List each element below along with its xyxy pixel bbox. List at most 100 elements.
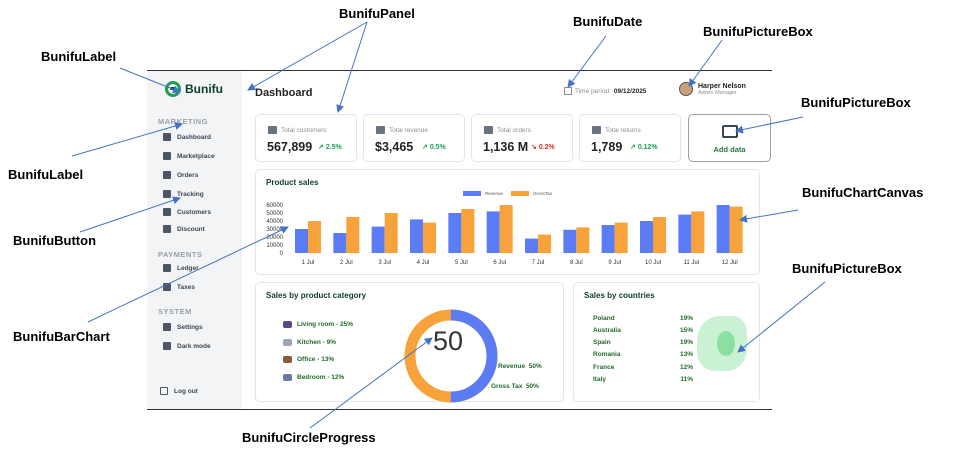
- x-tick-label: 12 Jul: [722, 260, 738, 266]
- user-name: Harper Nelson: [698, 82, 746, 90]
- date-picker[interactable]: Time period: 09/12/2025: [564, 87, 646, 95]
- discount-icon: [163, 225, 171, 233]
- legend-revenue: Revenue 50%: [498, 363, 542, 370]
- x-tick-label: 7 Jul: [532, 260, 545, 266]
- card-label: Total returns: [605, 126, 641, 134]
- nav-settings[interactable]: Settings: [163, 323, 203, 331]
- bar-grosstax: [308, 221, 321, 253]
- bar-revenue: [525, 238, 538, 253]
- card-total-customers: Total customers 567,899 ↗ 2.5%: [255, 114, 357, 162]
- y-tick-label: 50000: [266, 211, 283, 217]
- sales-category-panel: Sales by product category Living room - …: [255, 282, 564, 403]
- x-tick-label: 6 Jul: [493, 260, 506, 266]
- product-sales-title: Product sales: [266, 178, 319, 187]
- bar-revenue: [563, 229, 577, 253]
- revenue-icon: [376, 126, 385, 134]
- sales-countries-title: Sales by countries: [584, 291, 655, 300]
- returns-icon: [592, 126, 601, 134]
- bar-grosstax: [691, 211, 705, 253]
- gear-icon: [163, 323, 171, 331]
- card-total-orders: Total orders 1,136 M ↘ 0.2%: [471, 114, 573, 162]
- annotation-label: BunifuButton: [13, 233, 97, 248]
- sales-category-title: Sales by product category: [266, 291, 367, 300]
- user-profile[interactable]: Harper Nelson Admin Manager: [679, 82, 746, 96]
- sidebar: Bunifu MARKETING Dashboard Marketplace O…: [147, 71, 242, 409]
- bar-revenue: [640, 221, 653, 253]
- x-tick-label: 2 Jul: [340, 260, 353, 266]
- app-window: Bunifu MARKETING Dashboard Marketplace O…: [147, 70, 772, 410]
- user-role: Admin Manager: [698, 89, 737, 96]
- annotation-label: BunifuChartCanvas: [802, 185, 924, 200]
- bar-grosstax: [461, 209, 475, 253]
- x-tick-label: 8 Jul: [570, 260, 583, 266]
- nav-tracking[interactable]: Tracking: [163, 190, 204, 198]
- card-total-revenue: Total revenue $3,465 ↗ 0.5%: [363, 114, 465, 162]
- card-change: ↗ 2.5%: [318, 144, 342, 151]
- x-tick-label: 4 Jul: [417, 260, 430, 266]
- dashboard-icon: [163, 133, 171, 141]
- bar-grosstax: [729, 206, 743, 253]
- circle-progress-fill: [404, 309, 498, 403]
- bar-revenue: [678, 214, 692, 253]
- card-label: Total orders: [497, 126, 531, 134]
- bar-grosstax: [576, 227, 590, 253]
- avatar: [679, 82, 693, 96]
- add-data-button[interactable]: Add data: [688, 114, 771, 162]
- annotation-label: BunifuLabel: [41, 49, 117, 64]
- nav-ledger[interactable]: Ledger: [163, 264, 199, 272]
- kitchen-icon: [283, 339, 292, 346]
- taxes-icon: [163, 283, 171, 291]
- nav-taxes[interactable]: Taxes: [163, 283, 195, 291]
- section-system: SYSTEM: [158, 307, 192, 316]
- nav-dashboard[interactable]: Dashboard: [163, 133, 211, 141]
- section-payments: PAYMENTS: [158, 250, 203, 259]
- country-row: Australia 15%: [593, 327, 693, 334]
- y-tick-label: 10000: [266, 243, 283, 249]
- card-label: Total revenue: [389, 126, 429, 134]
- annotation-label: BunifuCircleProgress: [242, 430, 376, 445]
- section-marketing: MARKETING: [158, 117, 208, 126]
- bar-grosstax: [614, 222, 628, 253]
- bar-revenue: [333, 233, 347, 253]
- bar-revenue: [410, 219, 423, 253]
- card-change: ↗ 0.5%: [422, 144, 446, 151]
- card-value: 1,136 M: [483, 140, 529, 154]
- nav-dark-mode[interactable]: Dark mode: [163, 342, 211, 350]
- nav-customers[interactable]: Customers: [163, 208, 211, 216]
- nav-discount[interactable]: Discount: [163, 225, 205, 233]
- bar-revenue: [295, 229, 308, 253]
- category-living-room: Living room - 25%: [283, 321, 353, 328]
- nav-marketplace[interactable]: Marketplace: [163, 152, 215, 160]
- bar-grosstax: [499, 205, 513, 253]
- y-tick-label: 30000: [266, 227, 283, 233]
- country-map-image: [697, 316, 747, 371]
- y-tick-label: 0: [280, 251, 284, 257]
- annotation-label: BunifuBarChart: [13, 329, 110, 344]
- y-tick-label: 20000: [266, 235, 283, 241]
- country-row: Spain 19%: [593, 339, 693, 346]
- x-tick-label: 9 Jul: [608, 260, 621, 266]
- annotation-label: BunifuDate: [573, 14, 643, 29]
- y-tick-label: 60000: [266, 203, 283, 209]
- add-folder-icon: [722, 125, 738, 138]
- country-row: France 12%: [593, 364, 693, 371]
- bar-chart: 60000 50000 40000 30000 20000 10000 0 1 Jul 2 Ju…: [266, 203, 743, 266]
- bed-icon: [283, 374, 292, 381]
- card-total-returns: Total returns 1,789 ↗ 0.12%: [579, 114, 681, 162]
- card-value: 567,899: [267, 140, 313, 154]
- logout-button[interactable]: Log out: [160, 387, 198, 395]
- bar-grosstax: [384, 213, 398, 253]
- legend-revenue-swatch: [463, 191, 481, 196]
- main-content: Dashboard Time period: 09/12/2025 Harper…: [242, 71, 772, 409]
- nav-orders[interactable]: Orders: [163, 171, 198, 179]
- logout-icon: [160, 387, 168, 395]
- customers-icon: [163, 208, 171, 216]
- country-row: Romania 13%: [593, 351, 693, 358]
- x-tick-label: 5 Jul: [455, 260, 468, 266]
- legend-gross-swatch: [511, 191, 530, 196]
- ledger-icon: [163, 264, 171, 272]
- bar-grosstax: [346, 217, 360, 253]
- x-tick-label: 10 Jul: [645, 260, 661, 266]
- sofa-icon: [283, 321, 292, 328]
